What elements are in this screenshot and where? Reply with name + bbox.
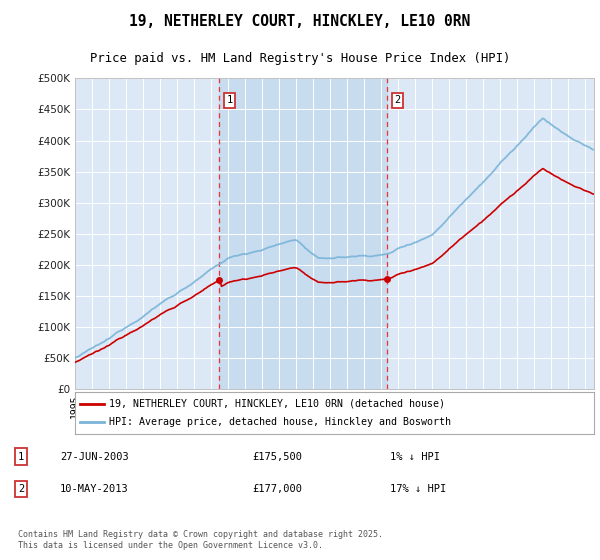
Text: 27-JUN-2003: 27-JUN-2003 (60, 451, 129, 461)
Text: £175,500: £175,500 (252, 451, 302, 461)
Text: 19, NETHERLEY COURT, HINCKLEY, LE10 0RN (detached house): 19, NETHERLEY COURT, HINCKLEY, LE10 0RN … (109, 399, 445, 409)
Text: 1: 1 (18, 451, 24, 461)
Text: 1: 1 (226, 95, 233, 105)
Text: Price paid vs. HM Land Registry's House Price Index (HPI): Price paid vs. HM Land Registry's House … (90, 53, 510, 66)
Text: 19, NETHERLEY COURT, HINCKLEY, LE10 0RN: 19, NETHERLEY COURT, HINCKLEY, LE10 0RN (130, 13, 470, 29)
Text: £177,000: £177,000 (252, 484, 302, 494)
Text: 17% ↓ HPI: 17% ↓ HPI (390, 484, 446, 494)
Text: 2: 2 (394, 95, 400, 105)
Bar (220, 78, 388, 389)
Text: Contains HM Land Registry data © Crown copyright and database right 2025.
This d: Contains HM Land Registry data © Crown c… (18, 530, 383, 550)
Text: 2: 2 (18, 484, 24, 494)
Text: HPI: Average price, detached house, Hinckley and Bosworth: HPI: Average price, detached house, Hinc… (109, 417, 451, 427)
Text: 10-MAY-2013: 10-MAY-2013 (60, 484, 129, 494)
Text: 1% ↓ HPI: 1% ↓ HPI (390, 451, 440, 461)
